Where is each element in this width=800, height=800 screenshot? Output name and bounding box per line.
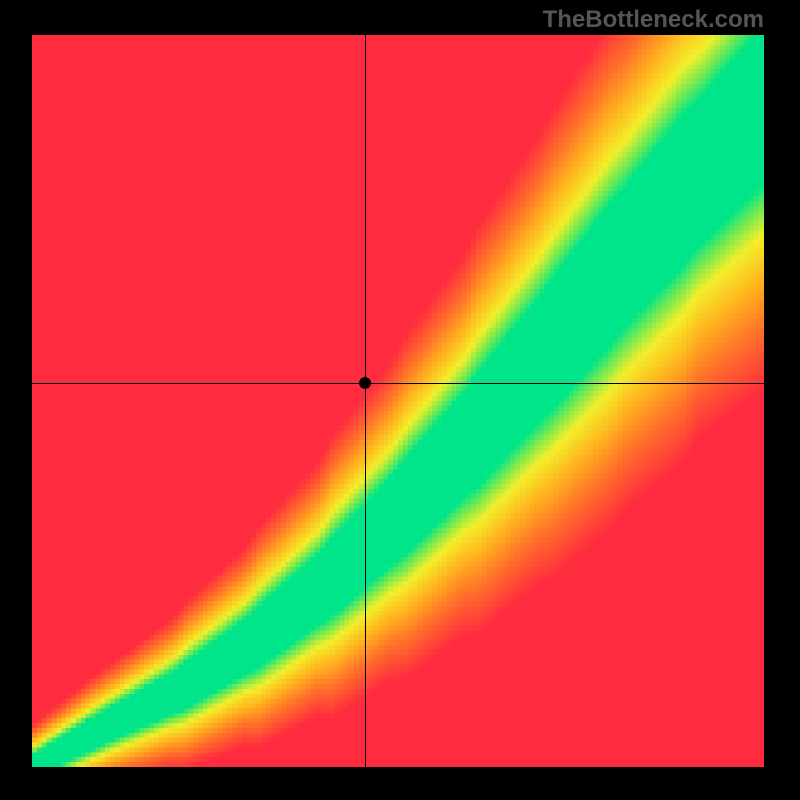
watermark-text: TheBottleneck.com [543,6,764,34]
crosshair-vertical [365,35,366,767]
crosshair-horizontal [32,383,764,384]
crosshair-marker [358,376,372,390]
figure-root: TheBottleneck.com [0,0,800,800]
plot-area [32,35,764,767]
heatmap-canvas [32,35,764,767]
